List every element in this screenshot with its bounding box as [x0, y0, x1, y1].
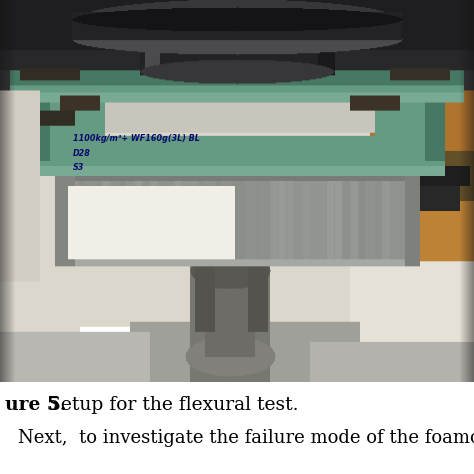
Text: Next,  to investigate the failure mode of the foamcre: Next, to investigate the failure mode of…	[18, 429, 474, 447]
Text: 1100kg/m³+ WF160g(3L) BL: 1100kg/m³+ WF160g(3L) BL	[73, 134, 200, 143]
Text: ure 5.: ure 5.	[5, 396, 66, 414]
Text: Setup for the flexural test.: Setup for the flexural test.	[48, 396, 299, 414]
Text: D28: D28	[73, 149, 91, 158]
Text: S3: S3	[73, 163, 84, 172]
